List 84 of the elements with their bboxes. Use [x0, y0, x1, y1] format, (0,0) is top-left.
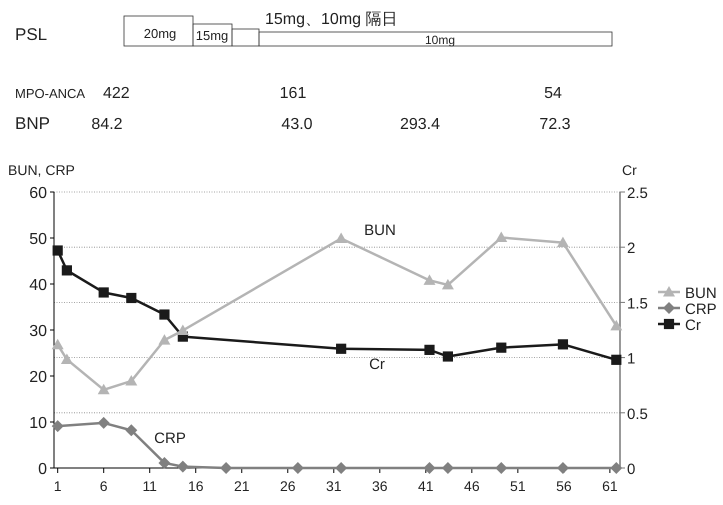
x-tick-label: 6 — [100, 478, 108, 494]
point — [336, 344, 346, 354]
text: 43.0 — [281, 116, 313, 133]
y2-tick-label: 1 — [627, 350, 636, 368]
y2-tick-label: 1.5 — [627, 295, 648, 312]
y2-tick-label: 0.5 — [627, 406, 648, 423]
point — [496, 342, 506, 353]
annotation: BUN — [364, 222, 396, 239]
point — [292, 462, 304, 474]
text: 72.3 — [539, 116, 571, 133]
y-tick-label: 40 — [29, 277, 48, 294]
legend-label: BUN — [685, 285, 717, 302]
point — [98, 384, 110, 394]
point — [495, 462, 508, 474]
point — [126, 292, 136, 304]
text: MPO-ANCA — [15, 86, 86, 101]
annotation: CRP — [154, 430, 186, 447]
text: 84.2 — [91, 116, 123, 133]
point — [335, 462, 348, 474]
point — [176, 460, 189, 473]
y-tick-label: 30 — [29, 323, 48, 340]
text: 20mg — [144, 26, 176, 41]
x-tick-label: 26 — [280, 478, 296, 494]
point — [442, 351, 453, 362]
point — [60, 353, 73, 364]
point — [495, 232, 508, 242]
point — [335, 232, 348, 243]
x-tick-label: 61 — [602, 478, 618, 494]
point — [220, 462, 232, 474]
point — [159, 309, 170, 320]
text: 161 — [280, 85, 306, 102]
point — [98, 416, 110, 429]
y2-tick-label: 2.5 — [627, 185, 648, 202]
x-tick-label: 41 — [418, 478, 434, 494]
x-tick-label: 21 — [234, 478, 250, 494]
point — [158, 334, 170, 345]
y-tick-label: 10 — [29, 415, 48, 432]
legend-label: CRP — [685, 301, 717, 318]
point — [424, 344, 435, 355]
x-tick-label: 16 — [188, 478, 204, 494]
y2-tick-label: 2 — [627, 240, 636, 258]
point — [610, 320, 622, 330]
text: 54 — [544, 85, 562, 102]
text: PSL — [15, 25, 48, 44]
point — [442, 462, 454, 474]
point — [158, 456, 170, 469]
annotation: Cr — [369, 356, 385, 373]
legend-label: Cr — [685, 317, 701, 334]
point — [52, 245, 63, 256]
point — [176, 324, 189, 335]
y2-tick-label: 0 — [627, 461, 636, 478]
point — [556, 236, 569, 248]
text: 422 — [103, 85, 130, 102]
x-tick-label: 1 — [54, 478, 62, 494]
point — [125, 424, 138, 436]
point — [52, 338, 64, 350]
text: 10mg — [424, 33, 456, 47]
x-tick-label: 51 — [510, 478, 526, 494]
text: 293.4 — [400, 116, 440, 133]
x-tick-label: 36 — [372, 478, 388, 494]
point — [52, 420, 64, 432]
y-tick-label: 20 — [29, 369, 48, 386]
point — [556, 462, 569, 474]
y-tick-label: 60 — [29, 185, 48, 202]
x-tick-label: 11 — [142, 478, 158, 494]
y-tick-label: 0 — [38, 461, 48, 478]
x-tick-label: 31 — [326, 478, 342, 494]
x-tick-label: 46 — [464, 478, 480, 494]
text: 15mg、10mg 隔日 — [265, 11, 398, 28]
point — [125, 375, 138, 386]
point — [558, 339, 568, 350]
point — [98, 287, 109, 298]
point — [610, 462, 622, 474]
point — [442, 278, 454, 290]
point — [423, 274, 436, 285]
point — [62, 265, 72, 276]
text: BNP — [15, 114, 50, 133]
x-tick-label: 56 — [556, 478, 572, 494]
text: 15mg — [196, 28, 228, 43]
y-tick-label: 50 — [29, 231, 48, 248]
point — [423, 462, 436, 474]
y2-axis-title: Cr — [622, 162, 638, 178]
point — [611, 354, 622, 365]
y-axis-title: BUN, CRP — [8, 162, 75, 178]
